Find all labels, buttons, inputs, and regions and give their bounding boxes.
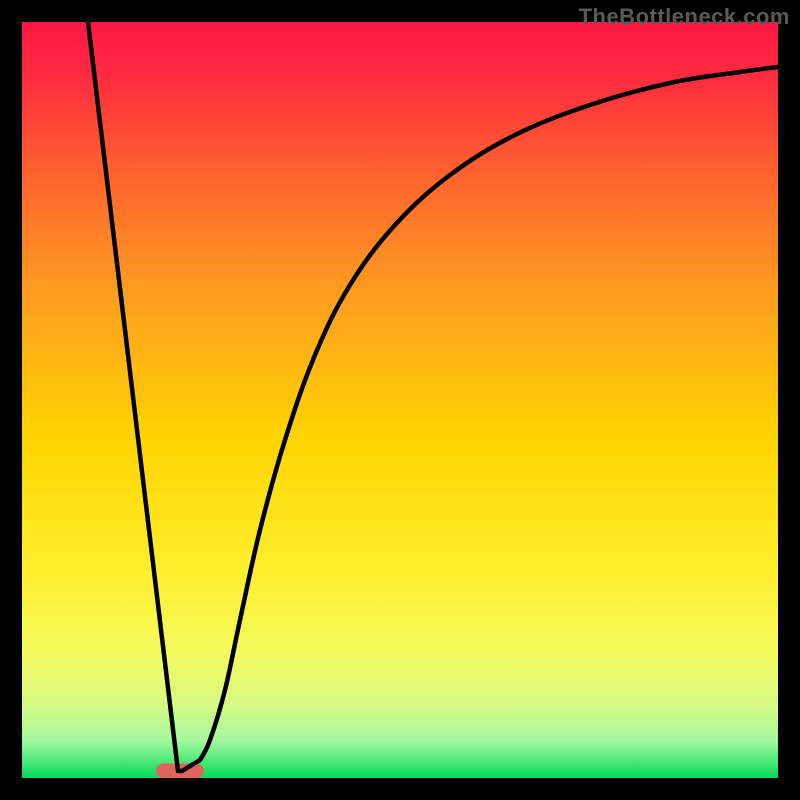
watermark-text: TheBottleneck.com xyxy=(579,4,790,30)
bottleneck-chart xyxy=(0,0,800,800)
chart-container: TheBottleneck.com xyxy=(0,0,800,800)
